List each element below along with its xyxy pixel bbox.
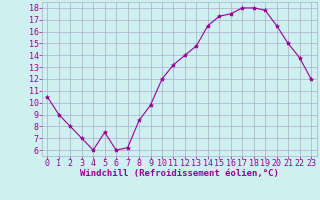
X-axis label: Windchill (Refroidissement éolien,°C): Windchill (Refroidissement éolien,°C) xyxy=(80,169,279,178)
